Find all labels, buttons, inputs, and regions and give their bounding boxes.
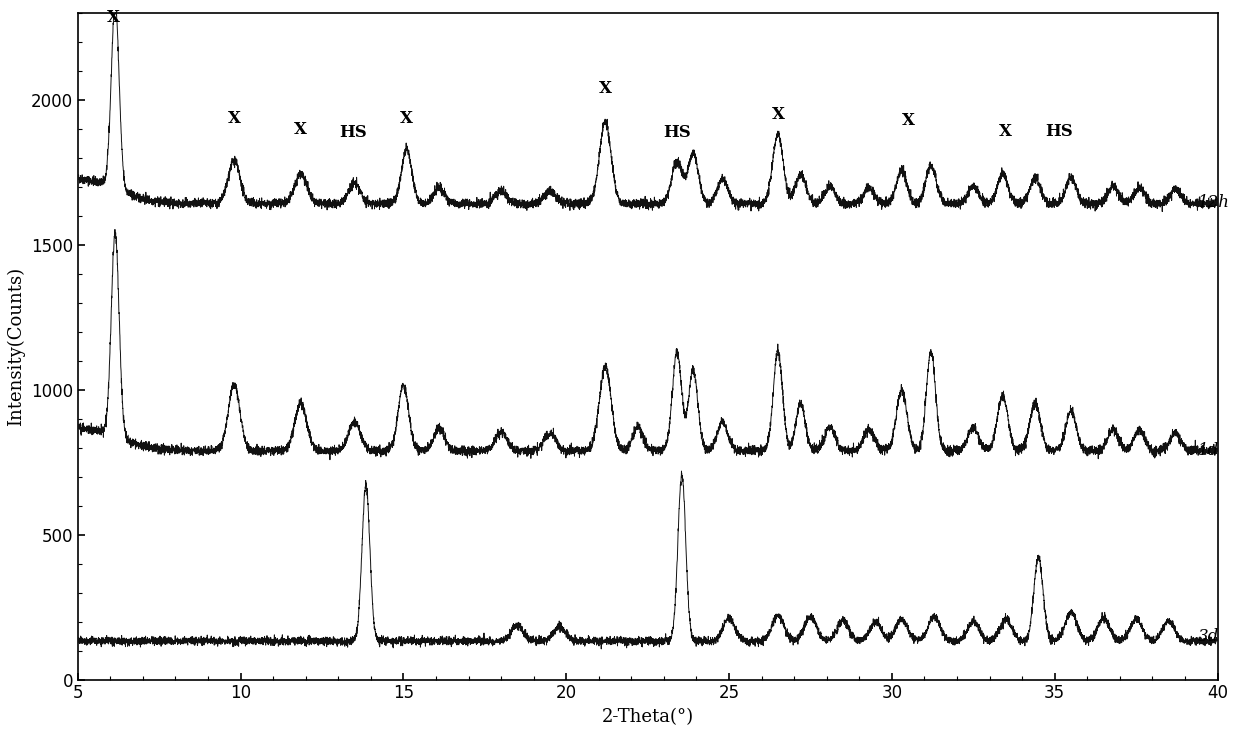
Text: X: X bbox=[294, 121, 308, 138]
Text: 1d: 1d bbox=[1198, 442, 1219, 459]
Text: X: X bbox=[228, 111, 241, 128]
Text: X: X bbox=[401, 111, 413, 128]
Text: X: X bbox=[771, 106, 785, 123]
Y-axis label: Intensity(Counts): Intensity(Counts) bbox=[7, 267, 25, 426]
Text: HS: HS bbox=[663, 124, 691, 141]
X-axis label: 2-Theta(°): 2-Theta(°) bbox=[601, 708, 693, 726]
Text: X: X bbox=[999, 123, 1012, 141]
Text: HS: HS bbox=[1045, 123, 1074, 141]
Text: HS: HS bbox=[339, 124, 367, 141]
Text: 3d: 3d bbox=[1198, 628, 1219, 645]
Text: X: X bbox=[599, 80, 611, 97]
Text: X: X bbox=[901, 112, 915, 129]
Text: 12h: 12h bbox=[1198, 194, 1230, 211]
Text: X: X bbox=[107, 9, 120, 26]
